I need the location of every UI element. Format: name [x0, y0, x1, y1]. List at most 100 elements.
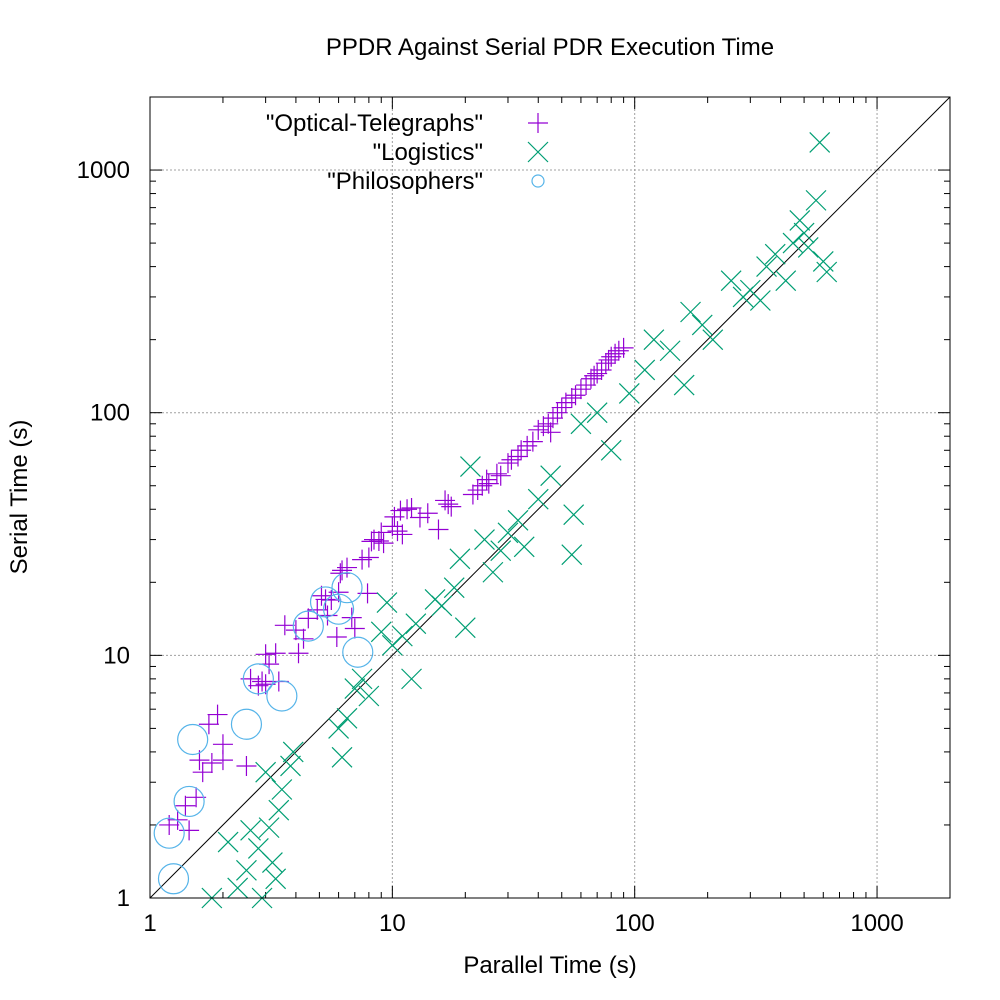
y-tick-label: 1 — [117, 885, 130, 912]
data-point-circle — [292, 610, 324, 642]
data-point-x — [600, 439, 622, 461]
data-point-plus — [311, 585, 332, 606]
data-point-x — [236, 859, 257, 881]
data-point-x — [570, 413, 592, 435]
x-tick-label: 10 — [379, 910, 406, 937]
legend-label: "Optical-Telegraphs" — [266, 110, 483, 137]
data-point-x — [618, 383, 640, 404]
x-tick-label: 100 — [615, 910, 655, 937]
data-point-x — [497, 522, 519, 544]
data-point-x — [797, 236, 819, 258]
data-point-plus — [285, 620, 306, 641]
data-point-x — [805, 189, 827, 211]
data-point-x — [720, 270, 742, 292]
data-point-x — [282, 741, 304, 763]
data-point-x — [482, 561, 504, 583]
data-point-plus — [397, 499, 418, 520]
data-point-plus — [417, 503, 438, 524]
data-point-plus — [179, 820, 200, 841]
data-point-plus — [212, 734, 233, 755]
data-point-x — [749, 290, 771, 311]
data-point-plus — [371, 522, 392, 543]
data-point-x — [370, 621, 392, 643]
data-point-plus — [511, 440, 532, 461]
chart-title: PPDR Against Serial PDR Execution Time — [326, 34, 774, 61]
legend-marker-x — [527, 141, 549, 163]
data-point-plus — [167, 809, 188, 830]
data-point-x — [271, 779, 293, 800]
data-point-plus — [540, 422, 561, 443]
data-point-x — [381, 634, 403, 656]
data-point-plus — [201, 753, 222, 774]
data-point-plus — [428, 519, 449, 540]
data-point-plus — [587, 363, 608, 384]
data-point-plus — [538, 413, 559, 434]
x-tick-label: 1 — [143, 910, 156, 937]
data-point-plus — [326, 627, 347, 648]
data-point-plus — [293, 628, 314, 649]
data-point-plus — [542, 408, 563, 429]
data-point-x — [460, 456, 481, 477]
data-point-x — [586, 402, 608, 424]
data-point-x — [217, 831, 239, 853]
data-point-x — [490, 540, 512, 562]
data-point-plus — [462, 484, 483, 505]
data-point-x — [454, 617, 476, 639]
data-point-plus — [288, 643, 309, 664]
axis-ticks: 1 10 100 1000 1 10 100 1000 — [77, 97, 950, 937]
data-point-x — [344, 678, 366, 699]
data-point-plus — [555, 392, 576, 413]
data-point-plus — [236, 755, 257, 776]
data-point-x — [561, 544, 583, 566]
data-point-x — [336, 707, 358, 729]
data-point-x — [449, 548, 471, 570]
data-point-circle — [230, 708, 263, 740]
data-point-x — [702, 329, 724, 351]
legend-marker-circle — [531, 174, 545, 188]
data-point-plus — [332, 560, 353, 581]
data-point-plus — [175, 795, 196, 816]
data-point-plus — [547, 402, 568, 423]
data-point-x — [391, 625, 413, 647]
data-point-plus — [274, 615, 295, 636]
y-tick-label: 1000 — [77, 157, 130, 184]
y-axis-label: Serial Time (s) — [6, 420, 33, 575]
data-point-plus — [368, 530, 389, 551]
data-point-x — [764, 243, 786, 265]
data-point-plus — [551, 397, 572, 418]
data-point-x — [268, 799, 290, 821]
data-point-x — [680, 301, 701, 323]
data-point-x — [376, 592, 398, 614]
legend: "Optical-Telegraphs""Logistics""Philosop… — [266, 110, 549, 195]
data-point-x — [659, 340, 681, 362]
data-point-plus — [382, 516, 403, 537]
data-point-plus — [186, 787, 207, 808]
y-tick-label: 100 — [90, 400, 130, 427]
data-point-x — [474, 529, 495, 550]
data-point-circle — [157, 863, 190, 895]
data-point-plus — [561, 387, 582, 408]
data-point-plus — [317, 605, 338, 626]
data-point-circle — [331, 572, 363, 604]
data-point-plus — [438, 494, 459, 515]
data-point-plus — [601, 346, 622, 367]
x-axis-label: Parallel Time (s) — [463, 952, 636, 979]
data-point-x — [507, 509, 529, 531]
data-point-x — [673, 374, 695, 396]
data-point-plus — [476, 469, 497, 490]
plot-frame — [149, 96, 951, 899]
data-point-plus — [584, 365, 605, 386]
legend-marker-plus — [528, 113, 548, 133]
data-point-x — [331, 746, 353, 768]
data-point-plus — [605, 343, 626, 364]
data-point-x — [265, 868, 287, 890]
data-point-circle — [266, 680, 298, 712]
identity-reference-line — [149, 96, 951, 899]
x-tick-label: 1000 — [850, 910, 903, 937]
data-point-plus — [298, 608, 319, 629]
data-point-plus — [328, 582, 349, 603]
data-point-plus — [517, 435, 538, 456]
legend-label: "Philosophers" — [327, 168, 483, 195]
